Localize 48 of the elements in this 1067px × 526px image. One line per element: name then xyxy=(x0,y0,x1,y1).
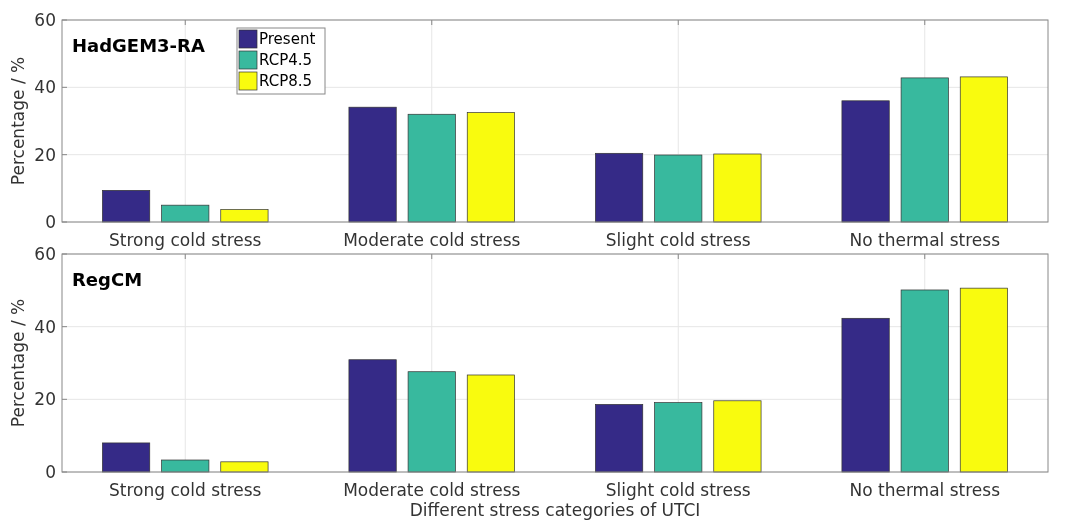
y-axis-title: Percentage / % xyxy=(8,56,28,186)
bar xyxy=(841,100,890,223)
bar xyxy=(713,400,762,473)
x-tick-label: Slight cold stress xyxy=(605,230,751,250)
x-tick-label: Strong cold stress xyxy=(109,480,262,500)
bar xyxy=(841,317,890,473)
bar xyxy=(959,76,1008,223)
bar xyxy=(161,459,210,473)
bar xyxy=(654,154,703,223)
bar xyxy=(220,461,269,473)
text: RegCM xyxy=(72,269,143,290)
bar xyxy=(102,442,151,473)
bar xyxy=(654,402,703,473)
bar xyxy=(102,190,151,223)
bar xyxy=(595,404,644,473)
bar xyxy=(348,359,397,473)
y-axis-title: Percentage / % xyxy=(8,298,28,428)
x-tick-label: No thermal stress xyxy=(849,230,1001,250)
bar xyxy=(959,287,1008,473)
bar xyxy=(466,374,515,473)
x-tick-label: Slight cold stress xyxy=(605,480,751,500)
y-tick-label: 40 xyxy=(34,77,56,98)
y-tick-label: 60 xyxy=(34,9,56,30)
bar xyxy=(900,289,949,473)
bar xyxy=(466,112,515,223)
bar xyxy=(348,106,397,223)
bar xyxy=(595,152,644,223)
legend-label: Present xyxy=(259,30,316,49)
x-tick-label: Strong cold stress xyxy=(109,230,262,250)
y-tick-label: 40 xyxy=(34,316,56,337)
y-tick-label: 20 xyxy=(34,389,56,410)
bar xyxy=(407,113,456,223)
bar xyxy=(220,209,269,223)
y-tick-label: 60 xyxy=(34,243,56,264)
y-tick-label: 0 xyxy=(45,211,56,232)
bar xyxy=(713,153,762,223)
y-tick-label: 20 xyxy=(34,144,56,165)
x-axis-title: Different stress categories of UTCI xyxy=(409,500,701,520)
text: HadGEM3-RA xyxy=(72,35,205,56)
x-tick-label: No thermal stress xyxy=(849,480,1001,500)
bar xyxy=(161,204,210,223)
bar xyxy=(900,77,949,223)
legend-label: RCP8.5 xyxy=(259,72,313,91)
legend-label: RCP4.5 xyxy=(259,51,313,70)
y-tick-label: 0 xyxy=(45,461,56,482)
x-tick-label: Moderate cold stress xyxy=(343,480,521,500)
bar xyxy=(407,371,456,473)
x-tick-label: Moderate cold stress xyxy=(343,230,521,250)
